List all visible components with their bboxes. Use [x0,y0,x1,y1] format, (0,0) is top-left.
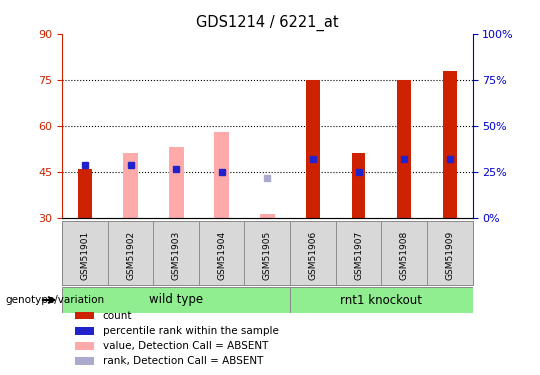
Bar [352,153,366,218]
Bar [397,80,411,218]
Text: GSM51907: GSM51907 [354,231,363,280]
Bar [214,132,229,218]
Text: rank, Detection Call = ABSENT: rank, Detection Call = ABSENT [103,356,263,366]
Bar [75,342,94,350]
Text: GSM51906: GSM51906 [308,231,318,280]
Bar [168,147,184,218]
Text: wild type: wild type [149,294,203,306]
Text: GSM51902: GSM51902 [126,231,135,280]
Text: genotype/variation: genotype/variation [5,295,105,305]
Bar [75,327,94,334]
Text: count: count [103,310,132,321]
Text: GSM51903: GSM51903 [172,231,180,280]
Text: GSM51905: GSM51905 [263,231,272,280]
Bar [306,80,320,218]
Bar [443,70,456,217]
Bar [260,214,275,217]
Text: value, Detection Call = ABSENT: value, Detection Call = ABSENT [103,341,268,351]
Text: GSM51908: GSM51908 [400,231,409,280]
Text: GSM51909: GSM51909 [445,231,454,280]
FancyBboxPatch shape [62,287,290,313]
Bar [123,153,138,218]
Bar [78,168,92,217]
Text: percentile rank within the sample: percentile rank within the sample [103,326,279,336]
FancyBboxPatch shape [290,287,472,313]
Bar [75,312,94,320]
Title: GDS1214 / 6221_at: GDS1214 / 6221_at [196,15,339,31]
Text: rnt1 knockout: rnt1 knockout [340,294,422,306]
Bar [75,357,94,365]
Text: GSM51901: GSM51901 [80,231,90,280]
Text: GSM51904: GSM51904 [217,231,226,280]
